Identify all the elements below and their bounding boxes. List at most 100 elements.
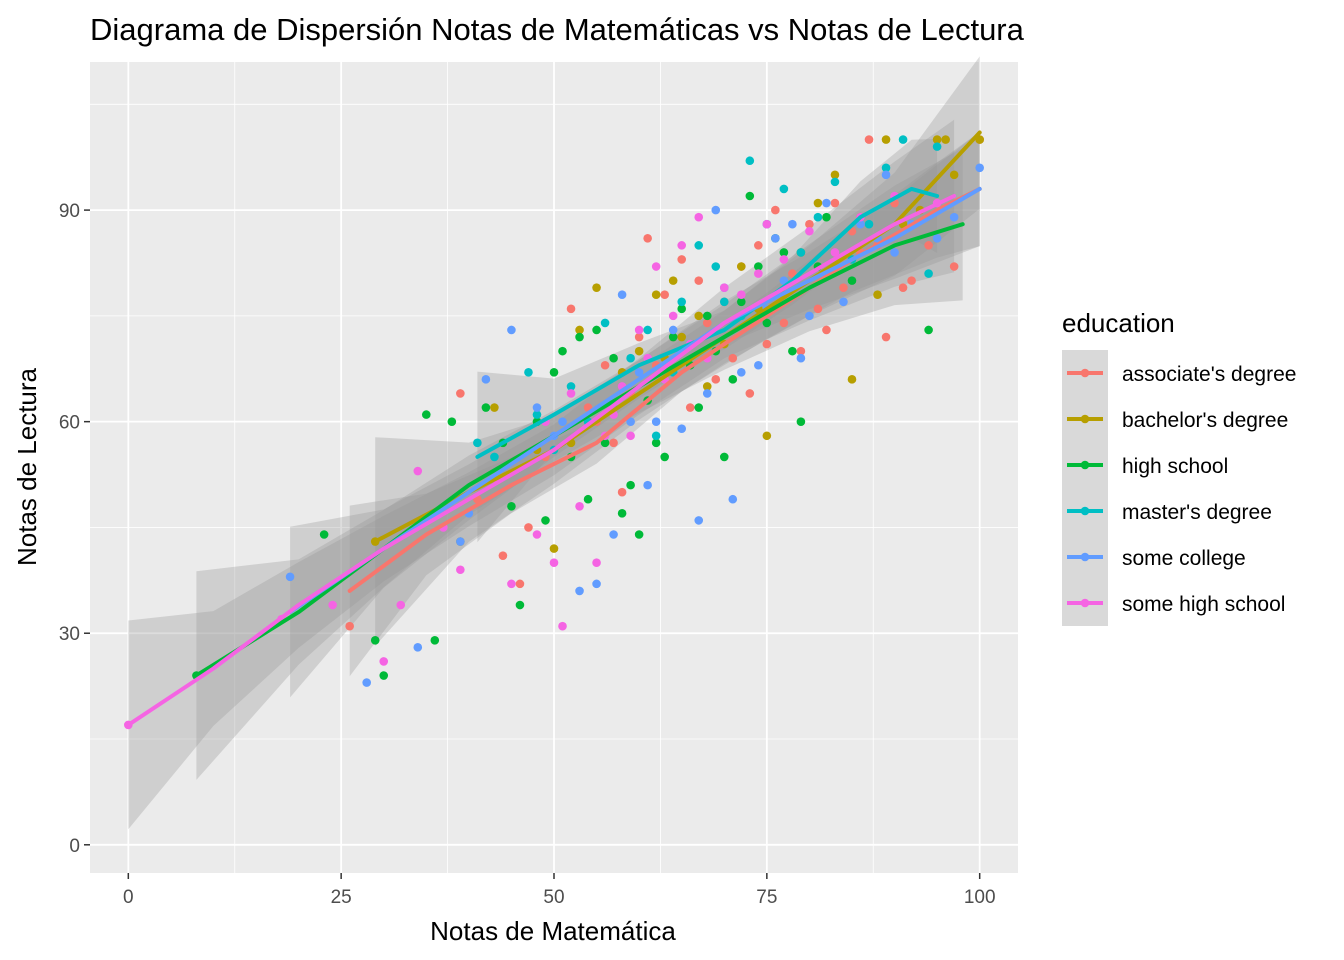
data-point	[677, 241, 687, 250]
data-point	[677, 304, 687, 314]
data-point	[447, 417, 457, 426]
data-point	[728, 375, 738, 384]
legend-item: some high school	[1062, 580, 1285, 626]
data-point	[396, 600, 406, 610]
data-point	[694, 311, 704, 321]
data-point	[694, 212, 704, 222]
data-point	[796, 248, 806, 257]
x-axis: 0 25 50 75 100	[123, 873, 996, 908]
legend-item: bachelor's degree	[1062, 396, 1288, 442]
data-point	[634, 530, 644, 539]
data-point	[515, 600, 525, 610]
data-point	[719, 283, 729, 292]
data-point	[728, 353, 738, 363]
x-tick-label: 50	[543, 887, 564, 908]
x-tick-label: 100	[964, 887, 996, 908]
confidence-band	[128, 119, 955, 830]
data-point	[617, 487, 627, 497]
data-point	[592, 283, 601, 292]
data-point	[370, 635, 380, 645]
data-point	[839, 283, 848, 292]
data-point	[575, 501, 584, 511]
data-point	[660, 290, 669, 300]
data-point	[532, 403, 542, 412]
data-point	[737, 290, 746, 300]
data-point	[626, 417, 635, 426]
data-point	[541, 516, 550, 525]
data-point	[779, 318, 789, 328]
data-point	[600, 360, 610, 370]
data-point	[600, 318, 610, 328]
data-point	[719, 297, 729, 307]
data-point	[796, 346, 806, 356]
data-point	[609, 353, 618, 363]
y-tick-label: 0	[69, 836, 80, 857]
data-point	[456, 537, 465, 546]
data-point	[558, 621, 567, 631]
data-point	[694, 276, 704, 285]
legend-label: bachelor's degree	[1122, 409, 1288, 432]
data-point	[651, 290, 661, 300]
data-point	[805, 311, 814, 321]
data-point	[430, 635, 440, 645]
data-point	[881, 163, 891, 173]
data-point	[754, 269, 763, 278]
data-point	[660, 452, 669, 462]
data-point	[626, 480, 635, 490]
data-point	[941, 135, 950, 144]
data-point	[907, 276, 916, 285]
major-gridlines	[90, 62, 1018, 873]
data-point	[421, 410, 431, 419]
data-point	[830, 198, 840, 208]
data-point	[677, 255, 687, 264]
data-point	[677, 332, 687, 342]
data-point	[779, 255, 789, 264]
data-point	[932, 234, 942, 243]
data-point	[634, 367, 644, 377]
legend-title: education	[1062, 308, 1175, 338]
data-point	[924, 325, 933, 335]
data-point	[549, 558, 559, 568]
x-tick-label: 75	[756, 887, 777, 908]
legend-label: some college	[1122, 547, 1246, 570]
data-point	[771, 205, 780, 215]
data-point	[864, 135, 874, 144]
data-point	[830, 248, 840, 257]
data-point	[634, 325, 644, 335]
data-point	[668, 311, 678, 321]
legend-item: master's degree	[1062, 488, 1272, 534]
data-point	[558, 346, 567, 356]
data-point	[379, 657, 389, 666]
data-point	[609, 530, 618, 539]
legend-label: master's degree	[1122, 501, 1272, 524]
data-point	[796, 417, 806, 426]
data-point	[839, 297, 848, 307]
data-point	[694, 241, 704, 250]
data-point	[822, 325, 831, 335]
data-point	[651, 262, 661, 271]
data-point	[524, 367, 533, 377]
data-point	[975, 163, 984, 173]
data-point	[788, 346, 797, 356]
data-point	[779, 248, 789, 257]
data-point	[702, 382, 712, 391]
data-point	[583, 494, 593, 504]
data-point	[643, 234, 652, 243]
data-point	[626, 353, 635, 363]
data-point	[319, 530, 329, 539]
data-point	[856, 219, 865, 229]
data-point	[575, 586, 584, 596]
legend-key-point	[1080, 414, 1090, 424]
data-point	[813, 304, 823, 314]
y-tick-label: 30	[59, 624, 80, 645]
data-point	[754, 262, 763, 271]
data-point	[600, 438, 610, 448]
legend-label: some high school	[1122, 593, 1285, 616]
data-point	[651, 417, 661, 426]
data-point	[677, 424, 687, 434]
legend-item: some college	[1062, 534, 1246, 580]
data-point	[873, 290, 882, 300]
data-point	[498, 551, 508, 560]
data-point	[771, 234, 780, 243]
